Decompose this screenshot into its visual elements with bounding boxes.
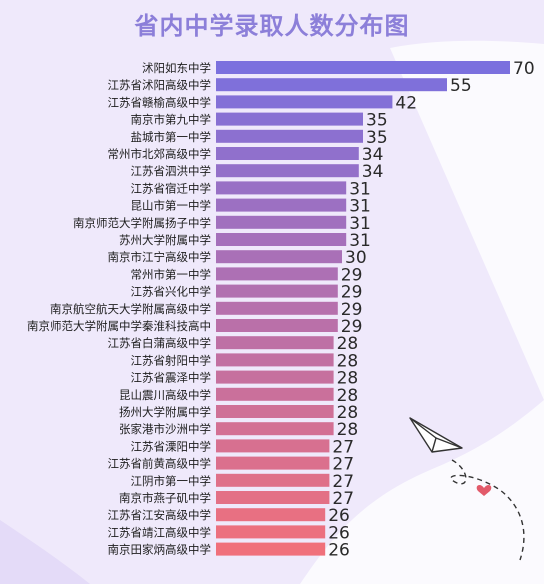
bar — [216, 267, 338, 281]
value-label: 35 — [366, 128, 388, 148]
category-label: 南京市江宁高级中学 — [108, 250, 212, 264]
value-label: 29 — [341, 265, 363, 285]
bar — [216, 147, 359, 160]
bar — [216, 370, 334, 384]
category-label: 常州市北郊高级中学 — [108, 147, 212, 161]
value-label: 27 — [332, 437, 354, 457]
category-label: 南京田家炳高级中学 — [108, 543, 212, 557]
bar — [216, 319, 338, 332]
bar — [216, 336, 334, 350]
category-label: 苏州大学附属中学 — [119, 233, 211, 247]
bar — [216, 422, 334, 436]
value-label: 28 — [337, 369, 359, 389]
category-label: 江苏省沭阳高级中学 — [108, 78, 212, 92]
value-label: 28 — [337, 334, 359, 354]
value-label: 27 — [332, 489, 354, 509]
category-label: 江苏省靖江高级中学 — [108, 525, 212, 539]
category-label: 江苏省兴化中学 — [131, 285, 212, 299]
value-label: 55 — [450, 76, 472, 96]
bar — [216, 525, 326, 539]
dashed-flight-path — [450, 459, 525, 561]
category-label: 南京师范大学附属中学秦淮科技高中 — [27, 319, 211, 333]
value-label: 27 — [332, 472, 354, 492]
corner-wave-shape — [0, 520, 90, 584]
category-label: 常州市第一中学 — [131, 267, 212, 281]
category-label: 江阴市第一中学 — [131, 474, 212, 488]
category-label: 南京市第九中学 — [131, 113, 212, 127]
bar — [216, 250, 342, 264]
category-label: 江苏省泗洪中学 — [131, 164, 212, 178]
chart-title: 省内中学录取人数分布图 — [134, 12, 410, 40]
value-label: 26 — [328, 506, 350, 526]
bar — [216, 439, 330, 453]
category-label: 江苏省赣榆高级中学 — [108, 95, 212, 109]
bar — [216, 491, 330, 504]
category-label: 江苏省震泽中学 — [131, 371, 212, 385]
value-label: 28 — [337, 420, 359, 440]
value-label: 35 — [366, 111, 388, 131]
value-label: 42 — [395, 93, 417, 113]
category-label: 昆山震川高级中学 — [119, 388, 211, 402]
category-label: 江苏省江安高级中学 — [108, 508, 212, 522]
category-label: 张家港市沙洲中学 — [119, 422, 211, 436]
value-label: 28 — [337, 351, 359, 371]
value-label: 34 — [362, 145, 384, 165]
bar — [216, 284, 338, 298]
value-label: 31 — [349, 231, 371, 251]
value-label: 31 — [349, 197, 371, 217]
bar — [216, 215, 347, 229]
value-label: 30 — [345, 248, 367, 268]
heart-icon — [476, 484, 492, 496]
paper-plane-icon — [409, 417, 463, 453]
category-label: 江苏省射阳中学 — [131, 353, 212, 367]
bar — [216, 508, 326, 522]
category-label: 南京师范大学附属扬子中学 — [73, 216, 211, 230]
bar — [216, 164, 359, 178]
value-label: 29 — [341, 283, 363, 303]
value-label: 27 — [332, 455, 354, 475]
bar — [216, 198, 347, 212]
bar — [216, 353, 334, 367]
value-label: 28 — [337, 403, 359, 423]
bar — [216, 78, 447, 92]
value-label: 26 — [328, 541, 350, 561]
category-label: 扬州大学附属中学 — [119, 405, 211, 419]
bar — [216, 181, 347, 195]
category-label: 江苏省白蒲高级中学 — [108, 336, 212, 350]
bar — [216, 387, 334, 401]
bar — [216, 233, 347, 246]
category-label: 昆山市第一中学 — [131, 199, 212, 213]
bar — [216, 473, 330, 487]
value-label: 28 — [337, 386, 359, 406]
category-label: 江苏省溧阳中学 — [131, 439, 212, 453]
bar — [216, 112, 363, 126]
value-label: 34 — [362, 162, 384, 182]
bar — [216, 301, 338, 315]
category-label: 江苏省宿迁中学 — [131, 181, 212, 195]
category-label: 南京航空航天大学附属高级中学 — [50, 302, 211, 316]
bar — [216, 129, 363, 143]
value-label: 26 — [328, 523, 350, 543]
value-label: 31 — [349, 214, 371, 234]
white-wave-shape — [300, 40, 544, 584]
value-label: 31 — [349, 179, 371, 199]
bar — [216, 456, 330, 470]
category-label: 江苏省前黄高级中学 — [108, 457, 212, 471]
bar — [216, 61, 510, 74]
category-label: 沭阳如东中学 — [142, 61, 211, 75]
value-label: 29 — [341, 317, 363, 337]
bar — [216, 95, 393, 109]
category-label: 南京市燕子矶中学 — [119, 491, 211, 505]
bar — [216, 542, 326, 556]
value-label: 70 — [513, 59, 535, 79]
value-label: 29 — [341, 300, 363, 320]
bar — [216, 405, 334, 418]
category-label: 盐城市第一中学 — [131, 130, 212, 144]
